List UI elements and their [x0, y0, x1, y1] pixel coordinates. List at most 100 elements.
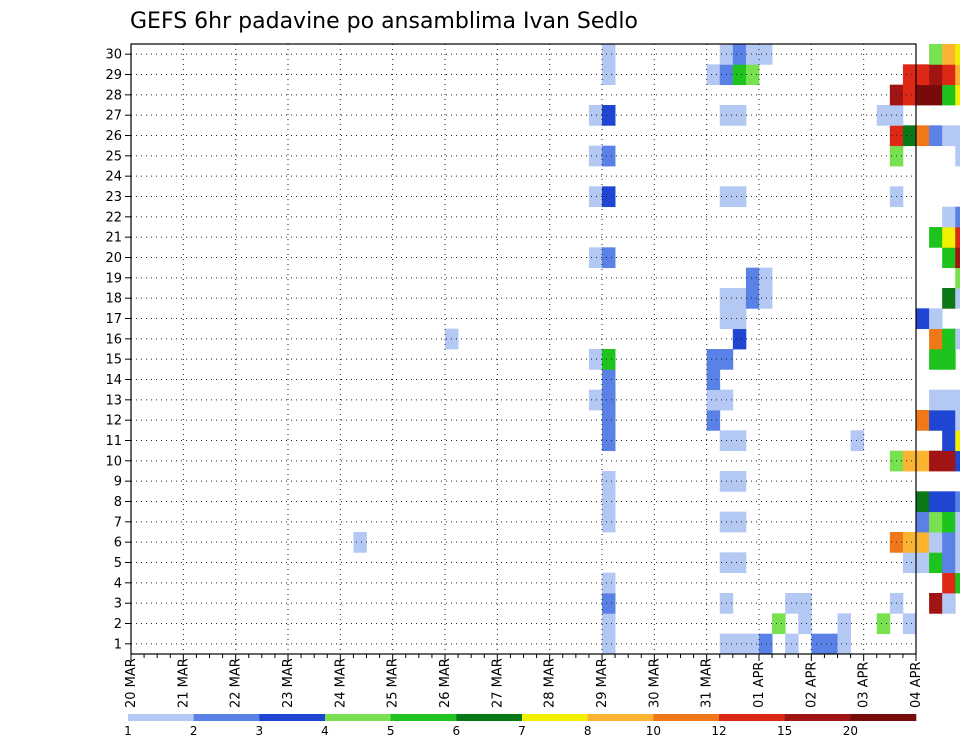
- y-tick-label: 9: [114, 475, 122, 490]
- heatmap-cell: [706, 64, 721, 86]
- heatmap-cell: [602, 491, 616, 513]
- colorbar-swatch: [193, 714, 260, 721]
- heatmap-cell: [942, 44, 956, 65]
- heatmap-cell: [929, 593, 943, 614]
- x-tick-label: 30 MAR: [647, 658, 662, 708]
- heatmap-cell: [602, 572, 616, 594]
- y-tick-label: 18: [105, 292, 122, 307]
- heatmap-cell: [942, 349, 956, 370]
- heatmap-cell: [706, 369, 721, 391]
- y-tick-label: 5: [114, 556, 122, 571]
- heatmap-cell: [876, 105, 891, 126]
- y-tick-label: 11: [105, 434, 122, 449]
- colorbar-label: 7: [518, 724, 526, 738]
- heatmap-cell: [798, 593, 812, 614]
- colorbar-swatch: [653, 714, 720, 721]
- heatmap-cell: [732, 288, 747, 309]
- x-tick-label: 04 APR: [909, 662, 924, 708]
- x-tick-label: 29 MAR: [595, 658, 610, 708]
- heatmap-cell: [929, 389, 943, 411]
- heatmap-cell: [942, 389, 956, 411]
- y-tick-label: 8: [114, 495, 122, 510]
- heatmap-cell: [942, 491, 956, 513]
- colorbar-label: 15: [777, 724, 792, 738]
- heatmap-cell: [955, 125, 960, 147]
- heatmap-cell: [929, 349, 943, 370]
- heatmap-cells: [353, 44, 960, 655]
- heatmap-cell: [929, 410, 943, 431]
- heatmap-cell: [942, 511, 956, 533]
- y-axis: 1234567891011121314151617181920212223242…: [105, 48, 131, 652]
- heatmap-cell: [929, 491, 943, 513]
- x-tick-label: 25 MAR: [386, 658, 401, 708]
- colorbar-label: 8: [584, 724, 592, 738]
- heatmap-cell: [942, 552, 956, 574]
- heatmap-cell: [942, 450, 956, 472]
- heatmap-cell: [602, 186, 616, 208]
- heatmap-cell: [732, 44, 747, 65]
- heatmap-cell: [955, 206, 960, 228]
- colorbar-label: 12: [711, 724, 726, 738]
- colorbar-swatch: [128, 714, 194, 721]
- heatmap-cell: [602, 64, 616, 86]
- y-tick-label: 14: [105, 373, 122, 388]
- grid-lines: [131, 44, 916, 654]
- heatmap-cell: [706, 349, 721, 370]
- heatmap-cell: [916, 125, 930, 147]
- y-tick-label: 28: [105, 88, 122, 103]
- heatmap-cell: [798, 613, 812, 635]
- heatmap-cell: [942, 410, 956, 431]
- heatmap-cell: [916, 552, 930, 574]
- heatmap-cell: [759, 288, 773, 309]
- heatmap-cell: [955, 552, 960, 574]
- heatmap-cell: [602, 430, 616, 452]
- y-tick-label: 17: [105, 312, 122, 327]
- colorbar-label: 4: [321, 724, 329, 738]
- x-tick-label: 03 APR: [857, 662, 872, 708]
- heatmap-cell: [942, 84, 956, 106]
- heatmap-cell: [902, 552, 917, 574]
- heatmap-cell: [732, 430, 747, 452]
- heatmap-cell: [955, 64, 960, 86]
- heatmap-cell: [602, 44, 616, 65]
- y-tick-label: 7: [114, 515, 122, 530]
- heatmap-cell: [916, 84, 930, 106]
- colorbar-label: 1: [124, 724, 132, 738]
- colorbar-label: 3: [256, 724, 264, 738]
- heatmap-cell: [929, 552, 943, 574]
- heatmap-cell: [955, 267, 960, 289]
- heatmap-cell: [602, 471, 616, 492]
- heatmap-cell: [732, 64, 747, 86]
- y-tick-label: 1: [114, 637, 122, 652]
- heatmap-cell: [955, 84, 960, 106]
- heatmap-cell: [745, 633, 760, 655]
- y-tick-label: 20: [105, 251, 122, 266]
- y-tick-label: 22: [105, 210, 122, 225]
- heatmap-cell: [902, 64, 917, 86]
- x-tick-label: 02 APR: [804, 662, 819, 708]
- heatmap-cell: [929, 64, 943, 86]
- heatmap-cell: [942, 206, 956, 228]
- colorbar-swatch: [587, 714, 654, 721]
- x-axis: 20 MAR 21 MAR 22 MAR 23 MAR 24 MAR 25 MAR 26 M…: [124, 654, 924, 708]
- heatmap-cell: [876, 613, 891, 635]
- y-tick-label: 29: [105, 68, 122, 83]
- heatmap-cell: [602, 349, 616, 370]
- heatmap-cell: [732, 552, 747, 574]
- y-tick-label: 24: [105, 170, 122, 185]
- heatmap-cell: [745, 288, 760, 309]
- colorbar-swatch: [325, 714, 391, 721]
- colorbar-swatch: [456, 714, 523, 721]
- y-tick-label: 10: [105, 454, 122, 469]
- colorbar: 1 2 3 4 5 6 7 8 10 12 15 20: [124, 714, 917, 738]
- x-tick-label: 20 MAR: [124, 658, 139, 708]
- heatmap-cell: [955, 450, 960, 472]
- y-tick-label: 3: [114, 597, 122, 612]
- x-tick-label: 01 APR: [752, 662, 767, 708]
- colorbar-swatch: [850, 714, 917, 721]
- heatmap-cell: [759, 633, 773, 655]
- x-tick-label: 28 MAR: [543, 658, 558, 708]
- heatmap-cell: [916, 64, 930, 86]
- heatmap-cell: [837, 633, 851, 655]
- heatmap-cell: [942, 572, 956, 594]
